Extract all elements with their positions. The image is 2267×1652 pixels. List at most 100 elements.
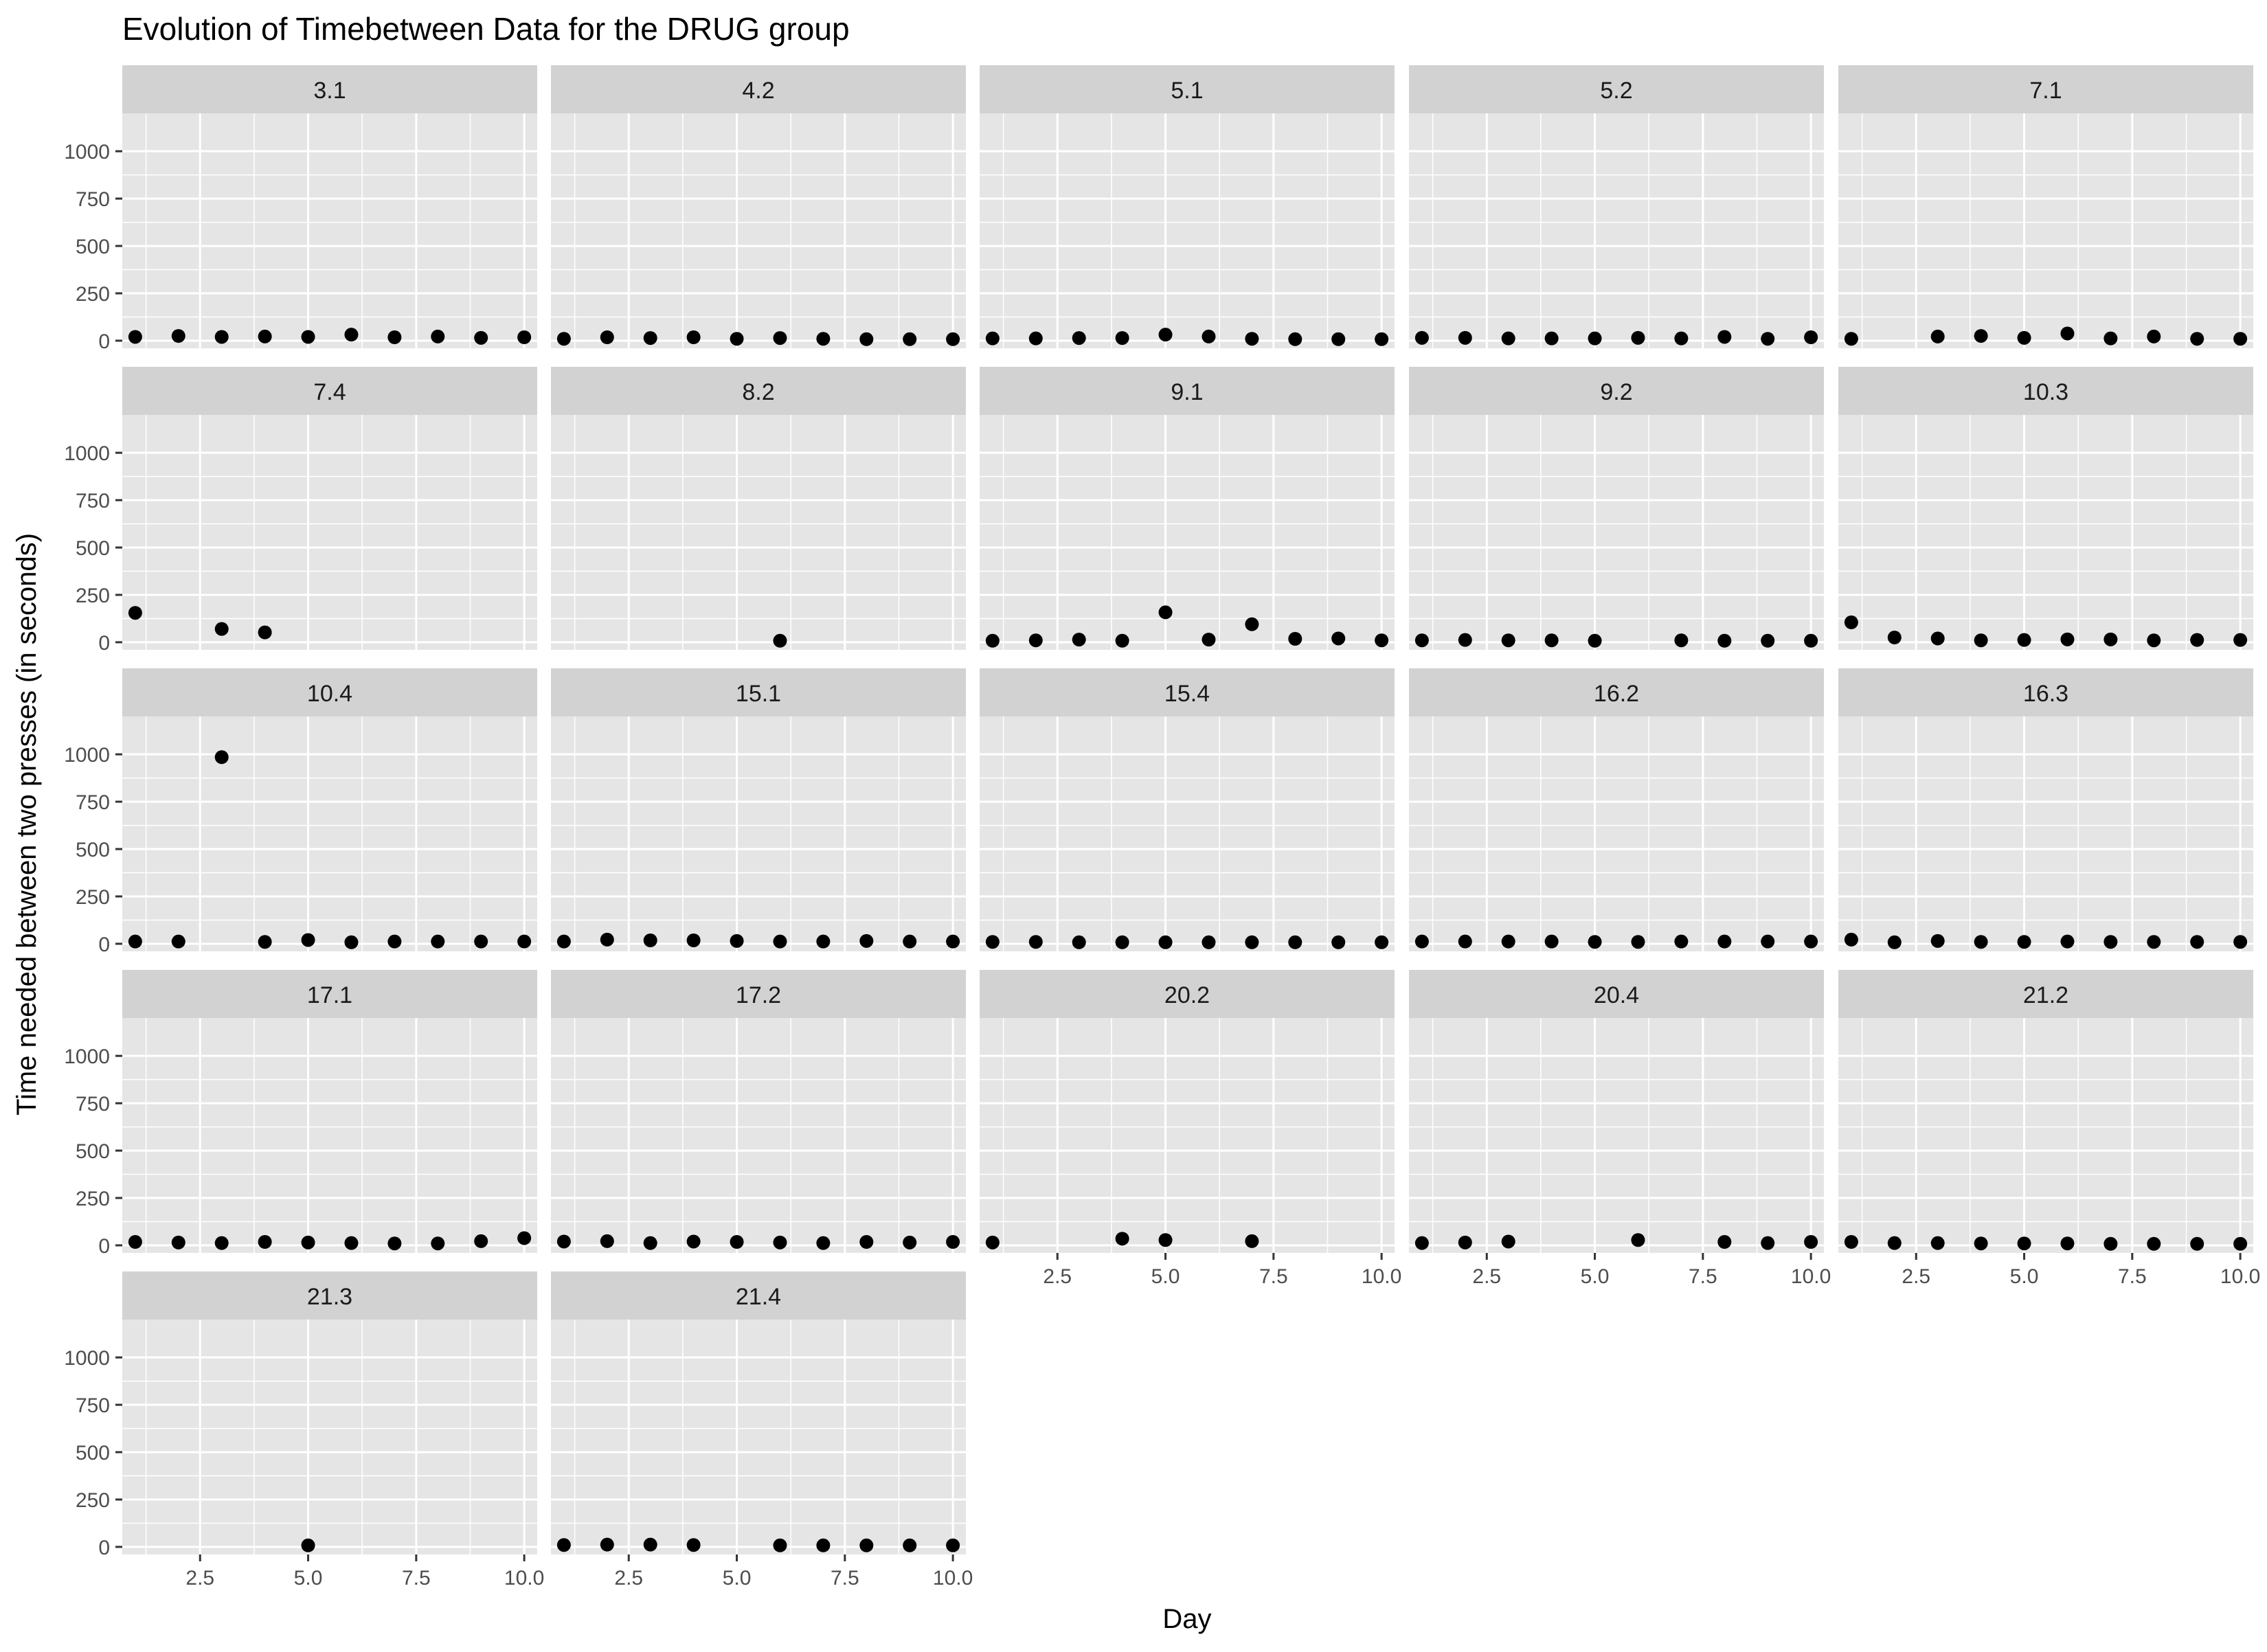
data-point <box>1761 934 1775 949</box>
facet-panel-10.3: 10.3 <box>1838 367 2253 650</box>
data-point <box>686 1234 701 1249</box>
data-point <box>1375 332 1389 346</box>
data-point <box>1674 633 1689 648</box>
data-point <box>474 330 488 345</box>
facet-strip-label: 5.1 <box>1171 78 1203 104</box>
facet-strip-label: 17.1 <box>307 982 352 1008</box>
facet-strip <box>1838 367 2253 415</box>
data-point <box>1717 934 1732 949</box>
data-point <box>1414 934 1429 949</box>
data-point <box>128 934 142 949</box>
y-tick-label: 1000 <box>64 1347 110 1370</box>
data-point <box>2104 935 2118 949</box>
data-point <box>556 934 571 949</box>
data-point <box>517 934 532 949</box>
data-point <box>2147 1236 2161 1251</box>
x-tick-label: 10.0 <box>2220 1265 2260 1288</box>
data-point <box>258 1235 272 1249</box>
y-tick-label: 250 <box>76 585 110 607</box>
facet-panel-17.2: 17.2 <box>551 970 966 1253</box>
panel-background <box>122 415 537 650</box>
panel-background <box>122 716 537 951</box>
data-point <box>2233 1236 2248 1251</box>
facet-strip <box>1409 970 1824 1018</box>
data-point <box>1544 934 1559 949</box>
data-point <box>2233 633 2248 647</box>
data-point <box>1245 935 1259 949</box>
data-point <box>1887 1236 1902 1250</box>
data-point <box>171 1235 185 1249</box>
data-point <box>730 332 744 346</box>
data-point <box>301 1235 315 1249</box>
data-point <box>985 1235 1000 1249</box>
y-tick-label: 500 <box>76 537 110 560</box>
data-point <box>985 633 1000 648</box>
facet-panel-7.4: 7.4 0 250 500 750 1000 <box>64 367 537 655</box>
data-point <box>1930 1236 1945 1250</box>
data-point <box>1588 331 1602 346</box>
facet-strip <box>551 367 966 415</box>
data-point <box>301 933 315 947</box>
data-point <box>2190 633 2204 647</box>
data-point <box>2104 632 2118 646</box>
data-point <box>431 329 445 343</box>
data-point <box>1158 328 1173 342</box>
data-point <box>1501 1234 1515 1249</box>
panel-background <box>551 415 966 650</box>
data-point <box>1887 631 1902 645</box>
data-point <box>214 330 229 344</box>
data-point <box>903 1235 917 1249</box>
data-point <box>1974 329 1988 343</box>
facet-strip-label: 16.2 <box>1594 681 1639 707</box>
facet-strip <box>122 668 537 716</box>
x-tick-label: 2.5 <box>1902 1265 1930 1288</box>
data-point <box>1930 329 1945 343</box>
data-point <box>1331 935 1346 949</box>
data-point <box>128 606 142 620</box>
data-point <box>1414 1236 1429 1250</box>
data-point <box>2147 633 2161 648</box>
data-point <box>903 934 917 949</box>
facet-strip <box>1409 65 1824 113</box>
x-tick-label: 7.5 <box>831 1567 859 1589</box>
data-point <box>1761 633 1775 648</box>
facet-strip <box>1838 668 2253 716</box>
y-tick-label: 750 <box>76 1093 110 1116</box>
facet-strip-label: 17.2 <box>736 982 781 1008</box>
facet-strip <box>980 367 1395 415</box>
facet-panel-5.1: 5.1 <box>980 65 1395 348</box>
facet-strip <box>122 65 537 113</box>
data-point <box>600 1537 614 1552</box>
panel-background <box>551 1320 966 1554</box>
panel-background <box>1838 1018 2253 1253</box>
facet-panel-8.2: 8.2 <box>551 367 966 650</box>
data-point <box>1501 934 1515 949</box>
data-point <box>600 932 614 947</box>
panel-background <box>1409 1018 1824 1253</box>
data-point <box>474 1234 488 1248</box>
data-point <box>1717 1235 1732 1249</box>
data-point <box>387 934 402 949</box>
data-point <box>816 1538 831 1552</box>
data-point <box>1072 633 1086 647</box>
data-point <box>1115 633 1129 648</box>
data-point <box>1375 633 1389 648</box>
panel-background <box>980 716 1395 951</box>
facet-strip-label: 9.2 <box>1600 379 1632 405</box>
facet-strip <box>551 668 966 716</box>
data-point <box>643 1537 657 1552</box>
facet-strip <box>551 970 966 1018</box>
data-point <box>1458 633 1472 647</box>
data-point <box>1974 1236 1988 1251</box>
data-point <box>1844 1235 1858 1249</box>
x-tick-label: 10.0 <box>1362 1265 1401 1288</box>
x-tick-label: 7.5 <box>2118 1265 2147 1288</box>
data-point <box>773 1538 787 1552</box>
data-point <box>387 1236 402 1251</box>
y-tick-label: 500 <box>76 1442 110 1464</box>
data-point <box>1414 633 1429 648</box>
data-point <box>431 934 445 949</box>
data-point <box>556 1234 571 1249</box>
x-tick-label: 2.5 <box>1043 1265 1072 1288</box>
